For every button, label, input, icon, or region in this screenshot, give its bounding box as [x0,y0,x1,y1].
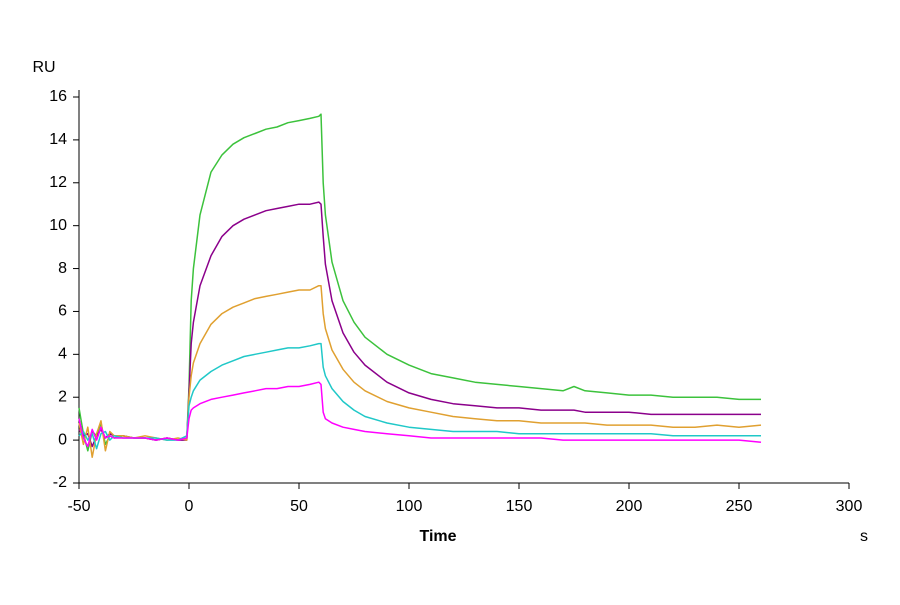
x-tick-label: 200 [616,498,643,515]
y-tick-label: 10 [49,217,67,234]
y-tick-label: -2 [53,474,67,491]
x-tick-label: 250 [726,498,753,515]
x-axis-unit: s [860,528,868,545]
x-tick-label: 300 [836,498,863,515]
y-tick-label: 0 [58,431,67,448]
y-tick-label: 12 [49,174,67,191]
x-axis-label: Time [419,528,456,545]
y-tick-label: 16 [49,88,67,105]
x-tick-label: 100 [396,498,423,515]
y-tick-label: 4 [58,346,67,363]
y-tick-label: 2 [58,388,67,405]
y-tick-label: 8 [58,260,67,277]
x-tick-label: 150 [506,498,533,515]
x-tick-label: 50 [290,498,308,515]
y-tick-label: 14 [49,131,67,148]
x-tick-label: -50 [67,498,90,515]
y-tick-label: 6 [58,303,67,320]
series-line [78,381,762,448]
x-tick-label: 0 [185,498,194,515]
y-axis-label: RU [32,59,55,76]
series-line [78,284,762,459]
